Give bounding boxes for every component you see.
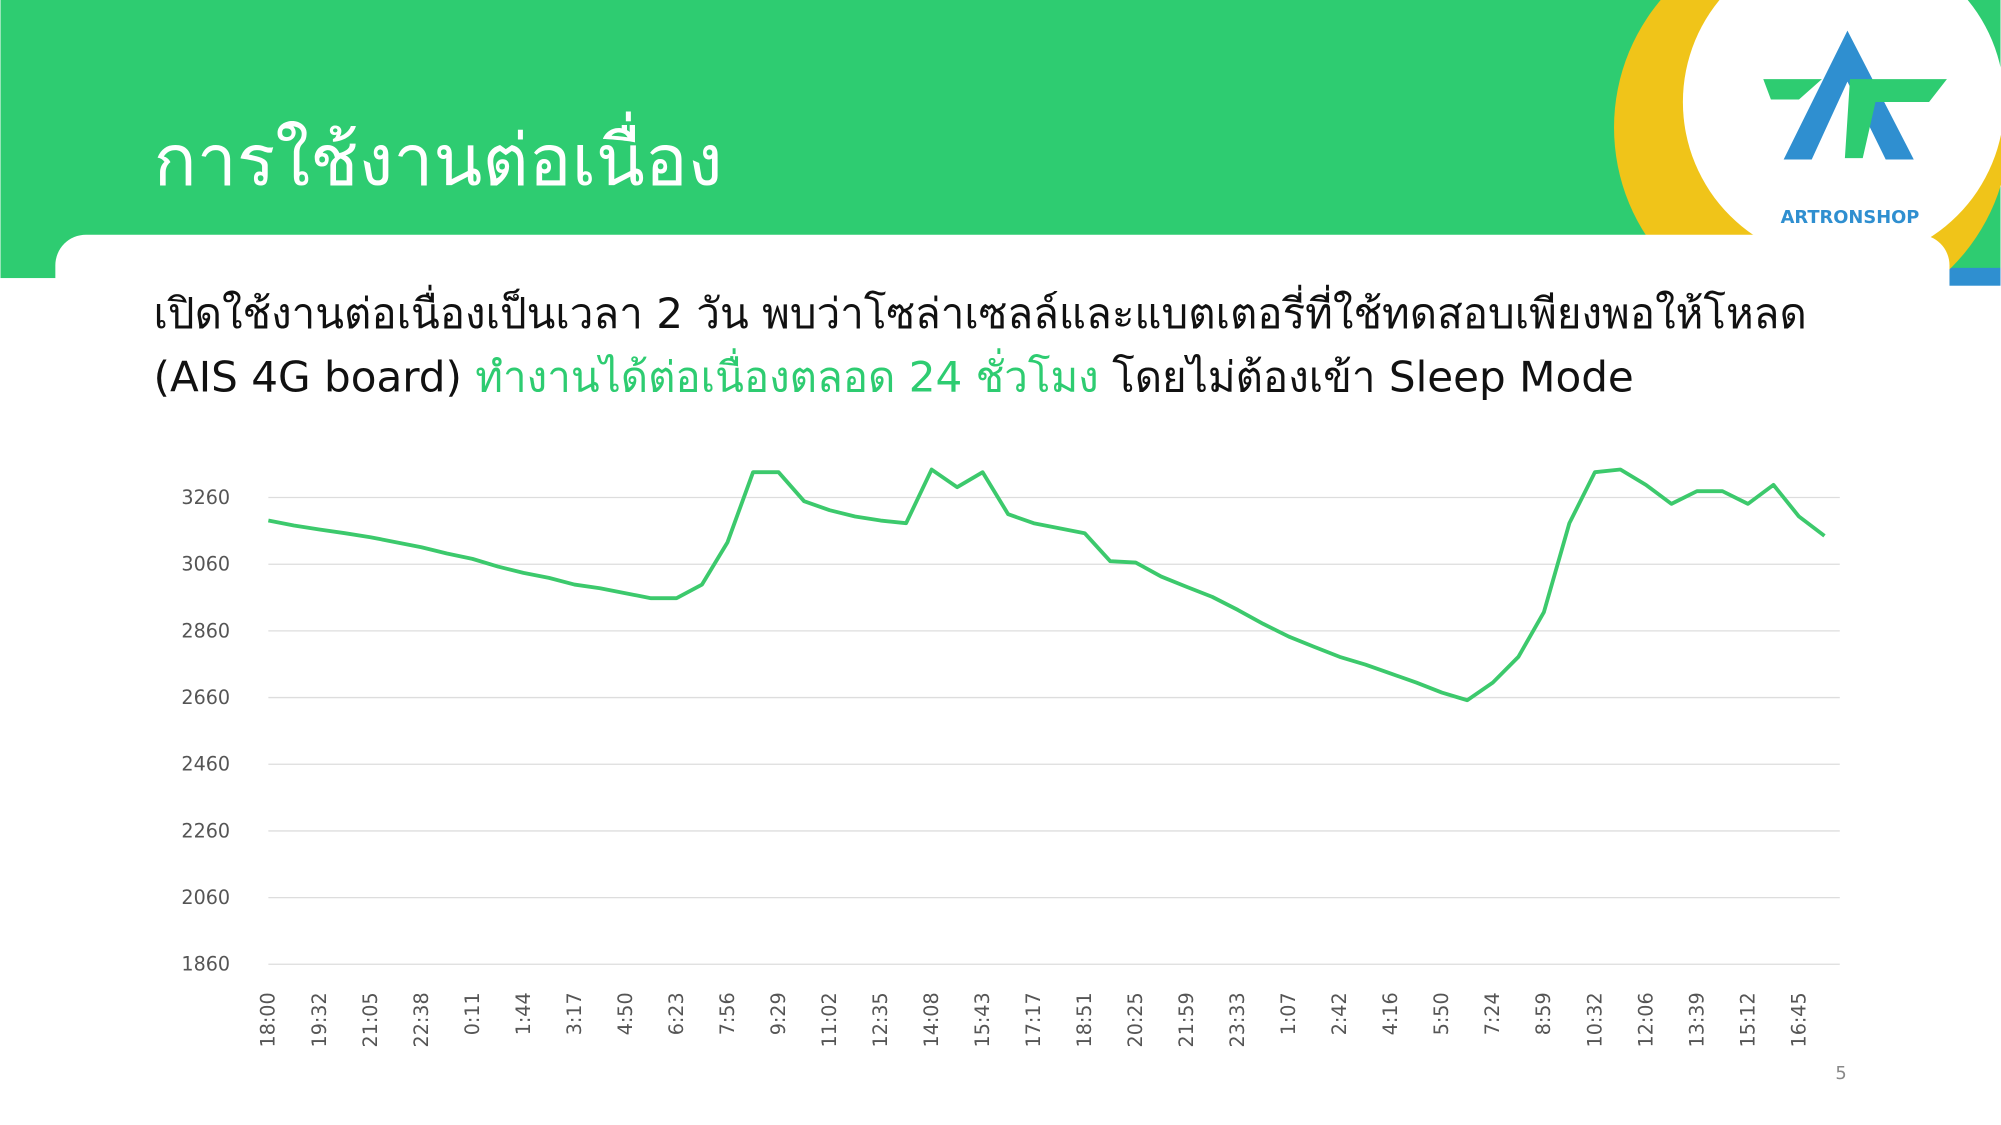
x-tick-label: 12:35	[869, 992, 892, 1047]
x-tick-label: 1:07	[1277, 992, 1300, 1035]
x-tick-label: 15:12	[1736, 992, 1759, 1047]
x-tick-label: 1:44	[512, 992, 535, 1035]
logo-text: ARTRONSHOP	[1781, 207, 1920, 228]
y-tick-label: 1860	[181, 953, 230, 976]
chart: 1860 2060 2260 2460 2660 2860 3060 3260 18:00 19:…	[181, 467, 1840, 1047]
x-tick-label: 14:08	[920, 992, 943, 1047]
x-tick-label: 3:17	[563, 992, 586, 1035]
x-tick-label: 6:23	[665, 992, 688, 1035]
x-tick-label: 8:59	[1532, 992, 1555, 1035]
x-tick-label: 21:05	[359, 992, 382, 1047]
x-tick-label: 4:16	[1379, 992, 1402, 1035]
y-tick-label: 2660	[181, 686, 230, 709]
x-tick-label: 7:56	[716, 992, 739, 1035]
x-tick-label: 15:43	[971, 992, 994, 1047]
y-tick-label: 2260	[181, 819, 230, 842]
page-number: 5	[1835, 1063, 1846, 1084]
x-tick-label: 17:17	[1022, 992, 1045, 1047]
y-tick-label: 3060	[181, 553, 230, 576]
description-line: เปิดใช้งานต่อเนื่องเป็นเวลา 2 วัน พบว่าโ…	[154, 285, 1807, 338]
description-line: (AIS 4G board) ทำงานได้ต่อเนื่องตลอด 24 …	[154, 349, 1634, 402]
x-tick-label: 16:45	[1787, 992, 1810, 1047]
x-tick-label: 18:00	[257, 992, 280, 1047]
y-tick-label: 2860	[181, 619, 230, 642]
logo-circle	[1682, 0, 2001, 263]
highlight: ทำงานได้ต่อเนื่องตลอด 24 ชั่วโมง	[475, 349, 1098, 402]
x-tick-label: 19:32	[308, 992, 331, 1047]
x-tick-label: 10:32	[1583, 992, 1606, 1047]
x-tick-label: 0:11	[461, 992, 484, 1035]
card	[55, 234, 1950, 1125]
x-tick-label: 4:50	[614, 992, 637, 1035]
x-tick-label: 11:02	[818, 992, 841, 1047]
x-tick-label: 22:38	[410, 992, 433, 1047]
text-span: (AIS 4G board)	[154, 353, 476, 402]
y-tick-label: 2460	[181, 753, 230, 776]
x-tick-label: 18:51	[1073, 992, 1096, 1047]
title: การใช้งานต่อเนื่อง	[154, 111, 723, 202]
x-tick-label: 21:59	[1175, 992, 1198, 1047]
data-line	[267, 467, 1826, 703]
x-tick-label: 23:33	[1226, 992, 1249, 1047]
logo-mark	[1763, 30, 1947, 160]
x-tick-label: 7:24	[1481, 992, 1504, 1035]
x-tick-label: 5:50	[1430, 992, 1453, 1035]
x-tick-label: 12:06	[1634, 992, 1657, 1047]
y-tick-label: 2060	[181, 886, 230, 909]
text-span: โดยไม่ต้องเข้า Sleep Mode	[1099, 353, 1634, 402]
x-tick-label: 2:42	[1328, 992, 1351, 1035]
x-tick-label: 20:25	[1124, 992, 1147, 1047]
x-tick-label: 13:39	[1685, 992, 1708, 1047]
y-tick-label: 3260	[181, 486, 230, 509]
x-tick-label: 9:29	[767, 992, 790, 1035]
